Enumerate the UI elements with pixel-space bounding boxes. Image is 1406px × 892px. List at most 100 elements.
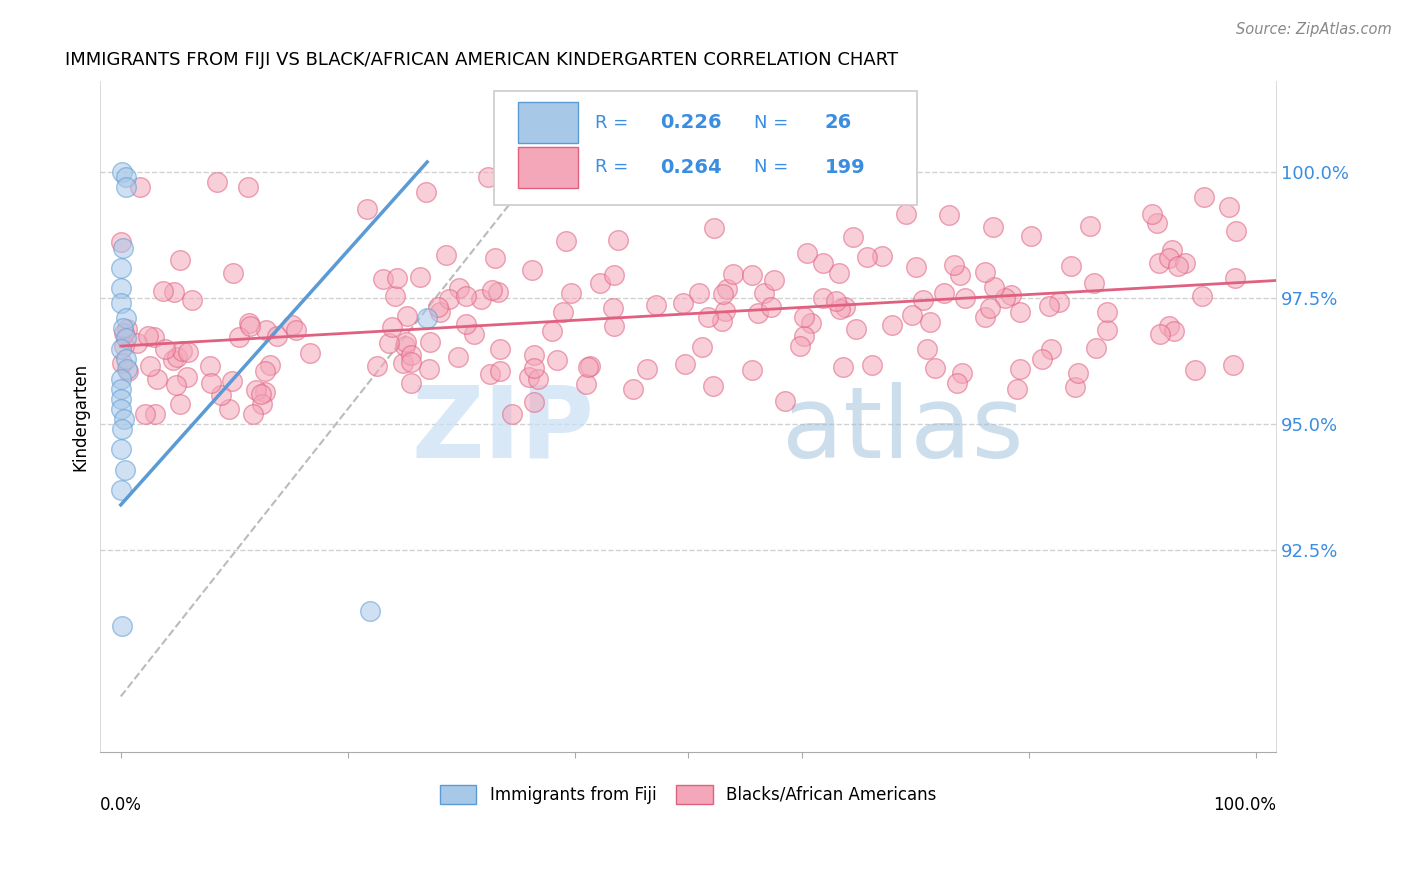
Point [924, 360, 946, 375]
Point [238, 180, 260, 194]
Point [1157, 251, 1180, 265]
Point [176, 369, 198, 384]
Point [221, 374, 243, 388]
Point [671, 296, 693, 310]
Text: 0.0%: 0.0% [100, 796, 142, 814]
Point [416, 311, 439, 326]
Point [239, 318, 262, 333]
Point [394, 335, 416, 350]
FancyBboxPatch shape [517, 103, 578, 144]
Text: N =: N = [754, 114, 794, 132]
Point [110, 382, 132, 396]
Point [281, 318, 304, 332]
Point [446, 350, 468, 364]
Point [1047, 295, 1070, 310]
Point [1163, 325, 1185, 339]
Point [828, 302, 851, 317]
Point [973, 310, 995, 324]
Point [870, 249, 893, 263]
Point [134, 407, 156, 421]
Point [419, 335, 441, 350]
Text: 0.264: 0.264 [659, 158, 721, 177]
Point [834, 300, 856, 314]
Text: ZIP: ZIP [411, 382, 595, 478]
Point [793, 329, 815, 343]
Point [901, 308, 924, 322]
Point [688, 286, 710, 301]
Point [110, 296, 132, 310]
Point [136, 329, 159, 343]
Text: 100.0%: 100.0% [1213, 796, 1277, 814]
FancyBboxPatch shape [517, 146, 578, 187]
Point [721, 267, 744, 281]
Point [800, 317, 823, 331]
Point [415, 186, 437, 200]
Point [209, 388, 232, 402]
Point [245, 384, 267, 398]
Point [880, 318, 903, 333]
Point [143, 407, 166, 421]
Point [169, 397, 191, 411]
Point [1174, 256, 1197, 270]
Point [938, 208, 960, 222]
Point [298, 346, 321, 360]
Point [146, 372, 169, 386]
Point [218, 402, 240, 417]
Text: 0.226: 0.226 [659, 113, 721, 132]
Point [860, 358, 883, 372]
Point [250, 397, 273, 411]
Point [541, 324, 564, 338]
Point [703, 221, 725, 235]
Point [115, 170, 138, 185]
Point [254, 385, 277, 400]
Point [180, 293, 202, 308]
Point [692, 340, 714, 354]
Point [832, 360, 855, 375]
Point [254, 364, 277, 378]
Point [789, 338, 811, 352]
Point [200, 376, 222, 390]
Point [1038, 299, 1060, 313]
Point [1067, 366, 1090, 380]
Point [1000, 288, 1022, 302]
Point [1223, 270, 1246, 285]
Point [1010, 305, 1032, 319]
Point [409, 269, 432, 284]
Point [115, 180, 138, 194]
Point [481, 283, 503, 297]
FancyBboxPatch shape [494, 91, 917, 205]
Point [198, 359, 221, 373]
Point [110, 483, 132, 497]
Point [478, 367, 501, 381]
Point [856, 175, 879, 189]
Point [1008, 362, 1031, 376]
Point [111, 321, 134, 335]
Point [395, 309, 418, 323]
Point [477, 170, 499, 185]
Point [949, 268, 972, 282]
Point [399, 348, 422, 362]
Point [546, 353, 568, 368]
Point [1149, 256, 1171, 270]
Point [385, 270, 408, 285]
Point [449, 281, 471, 295]
Point [1064, 380, 1087, 394]
Point [953, 291, 976, 305]
Point [526, 372, 548, 386]
Point [207, 175, 229, 189]
Point [523, 360, 546, 375]
Point [501, 407, 523, 421]
Point [111, 356, 134, 370]
Point [153, 342, 176, 356]
Point [603, 268, 626, 282]
Point [266, 328, 288, 343]
Point [139, 359, 162, 373]
Point [845, 322, 868, 336]
Point [555, 234, 578, 248]
Point [1184, 363, 1206, 377]
Point [1161, 243, 1184, 257]
Point [1167, 259, 1189, 273]
Text: atlas: atlas [782, 382, 1024, 478]
Point [259, 359, 281, 373]
Point [602, 301, 624, 316]
